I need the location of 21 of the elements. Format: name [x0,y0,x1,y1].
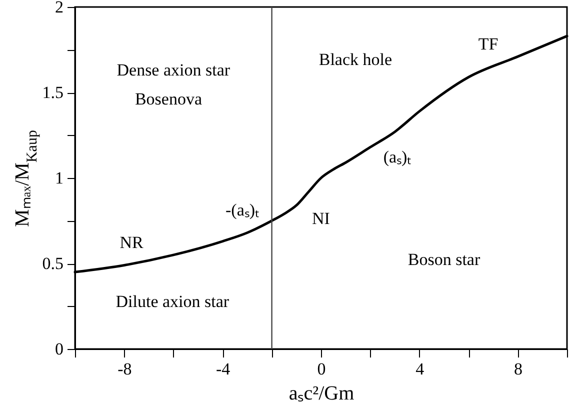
annotation: NI [312,209,330,228]
annotation: (aₛ)ₜ [383,147,412,166]
y-tick-label: 0 [55,340,64,358]
annotation: TF [478,34,498,54]
annotation: -(aₛ)ₜ [226,200,260,220]
annotation: Dilute axion star [116,292,230,311]
x-tick-label: 0 [317,360,326,378]
x-axis-title: aₛc²/Gm [288,382,355,404]
annotation: NR [120,232,144,252]
y-tick-label: 1.5 [42,83,64,102]
annotation: Black hole [318,50,392,70]
y-tick-label: 2 [55,0,64,16]
annotation: Bosenova [134,89,202,108]
annotation: Dense axion star [116,60,230,80]
x-tick-label: 4 [416,360,425,378]
x-tick-label: -8 [118,360,132,378]
y-tick-label: 0.5 [42,254,64,273]
x-tick-label: 8 [514,360,523,378]
annotation: Boson star [408,250,480,270]
y-tick-label: 1 [55,168,64,188]
x-tick-label: -4 [216,360,231,378]
